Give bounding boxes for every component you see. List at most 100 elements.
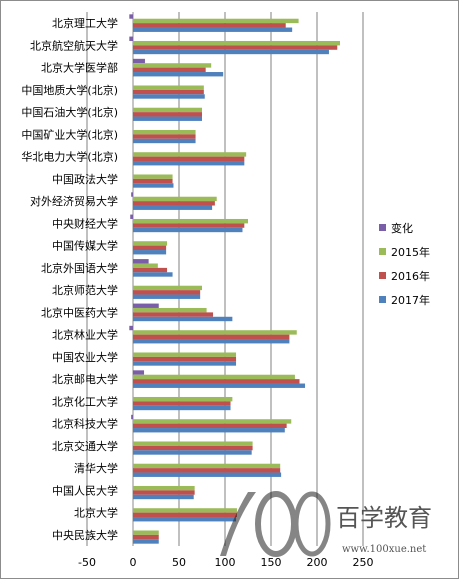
bar (133, 423, 287, 429)
bar (133, 494, 194, 500)
bar (133, 307, 207, 313)
bar (133, 530, 159, 535)
gridlines (86, 12, 364, 546)
category-label: 中央财经大学 (52, 216, 118, 230)
legend-swatch (379, 248, 386, 255)
tick-label: 150 (261, 556, 282, 569)
value-axis: -50 0 50 100 150 200 250 (78, 556, 373, 569)
category-label: 中国石油大学(北京) (21, 105, 118, 119)
bar (133, 259, 149, 264)
legend-label: 2016年 (391, 269, 430, 283)
bars (129, 14, 340, 544)
category-label: 中国矿业大学(北京) (21, 127, 118, 141)
bar (133, 116, 202, 121)
bar (131, 414, 133, 420)
category-label: 对外经济贸易大学 (30, 194, 118, 208)
bar (133, 294, 201, 299)
bar (133, 334, 290, 340)
bar (133, 152, 247, 157)
bar (129, 14, 133, 19)
watermark-logo: 百学教育 www.100xue.net (220, 491, 432, 557)
bar (129, 36, 133, 41)
legend-label: 2017年 (391, 293, 430, 307)
tick-label: 50 (172, 556, 186, 569)
category-label: 北京化工大学 (52, 394, 118, 408)
bar (133, 405, 231, 411)
bar (133, 40, 340, 46)
bar (133, 517, 237, 522)
bar (133, 245, 167, 251)
bar (133, 161, 245, 166)
legend-label: 2015年 (391, 245, 430, 259)
category-label: 北京大学医学部 (41, 61, 118, 75)
bar (133, 58, 145, 64)
bar (133, 23, 286, 28)
bar (133, 174, 173, 179)
category-label: 北京大学 (74, 506, 118, 520)
bar (133, 374, 295, 380)
tick-label: 200 (307, 556, 328, 569)
legend-swatch (379, 272, 386, 279)
legend-label: 变化 (391, 221, 413, 235)
bar (130, 214, 133, 219)
bar (133, 316, 233, 322)
category-label: 北京外国语大学 (41, 261, 118, 275)
bar (133, 107, 202, 113)
bar (133, 49, 329, 55)
category-label: 北京林业大学 (52, 328, 118, 342)
bar (133, 129, 196, 135)
category-label: 北京科技大学 (52, 417, 118, 431)
category-label: 中国政法大学 (52, 172, 118, 186)
category-label: 北京师范大学 (52, 283, 118, 297)
watermark-url: www.100xue.net (342, 544, 426, 555)
category-label: 北京航空航天大学 (30, 38, 118, 52)
bar (133, 18, 299, 24)
bar (133, 383, 306, 388)
tick-label: 250 (353, 556, 374, 569)
bar (133, 156, 245, 162)
bar (133, 361, 237, 366)
bar (133, 250, 167, 255)
bar (133, 196, 217, 202)
bar (133, 379, 300, 384)
category-label: 中国人民大学 (52, 483, 118, 497)
bar (133, 339, 290, 344)
bar (133, 89, 204, 95)
bar (133, 356, 237, 362)
bar (133, 330, 297, 335)
bar (133, 272, 173, 277)
bar (133, 539, 159, 544)
bar (133, 138, 196, 144)
category-label: 华北电力大学(北京) (21, 150, 118, 164)
bar (133, 450, 252, 455)
bar (133, 290, 201, 295)
legend: 变化 2015年 2016年 2017年 (379, 221, 430, 307)
bar (133, 85, 204, 90)
category-label: 中国农业大学 (52, 350, 118, 364)
category-label: 北京中医药大学 (41, 305, 118, 319)
bar (133, 312, 214, 317)
watermark-brand: 百学教育 (336, 504, 432, 532)
bar (133, 72, 224, 77)
bar (133, 352, 237, 357)
bar (133, 218, 248, 224)
bar (133, 303, 159, 308)
category-label: 清华大学 (74, 461, 118, 475)
bar (133, 227, 243, 233)
bar (133, 67, 206, 73)
bar (133, 463, 281, 469)
bar (133, 485, 195, 491)
bar (133, 534, 159, 540)
bar (129, 325, 133, 331)
tick-label: -50 (78, 556, 96, 569)
bar (133, 490, 195, 495)
bar (133, 263, 158, 268)
bar (133, 468, 281, 473)
bar (133, 94, 205, 99)
bar (133, 428, 285, 433)
bar (133, 441, 253, 446)
tick-label: 100 (215, 556, 236, 569)
bar (133, 445, 253, 451)
